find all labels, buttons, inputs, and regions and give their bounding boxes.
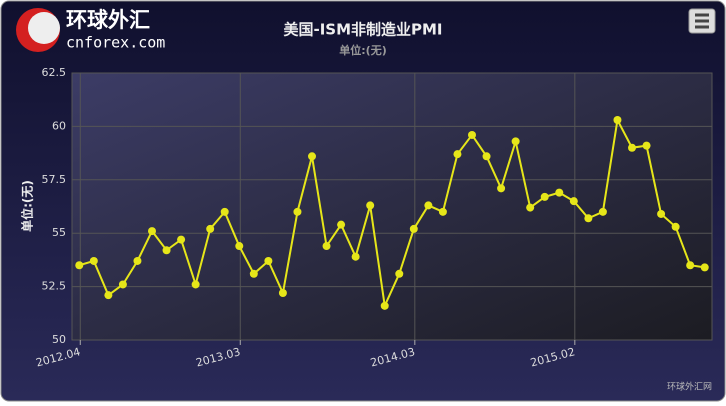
plot-area	[71, 72, 713, 341]
data-point	[569, 197, 578, 206]
credits: 环球外汇网	[667, 381, 712, 393]
data-point	[162, 246, 171, 255]
data-point	[177, 235, 186, 244]
data-point	[598, 207, 607, 216]
data-point	[613, 115, 622, 124]
data-point	[322, 242, 331, 251]
y-tick-label: 52.5	[42, 280, 67, 293]
y-tick-label: 50	[52, 333, 66, 346]
data-point	[220, 207, 229, 216]
data-point	[438, 207, 447, 216]
data-point	[497, 184, 506, 193]
data-point	[628, 143, 636, 152]
data-point	[351, 252, 360, 261]
data-point	[671, 222, 680, 231]
data-point	[584, 214, 593, 223]
data-point	[642, 141, 651, 150]
data-point	[540, 192, 549, 201]
logo-name: 环球外汇	[66, 8, 150, 32]
logo-icon	[28, 12, 60, 44]
data-point	[395, 269, 404, 278]
data-point	[511, 137, 520, 146]
data-point	[337, 220, 346, 229]
logo-site: cnforex.com	[66, 34, 165, 52]
data-point	[526, 203, 535, 212]
data-point	[409, 224, 418, 233]
data-point	[555, 188, 564, 197]
chart-title: 美国-ISM非制造业PMI	[283, 21, 442, 39]
data-point	[380, 301, 389, 310]
y-tick-label: 60	[52, 119, 66, 132]
y-tick-label: 55	[52, 226, 66, 239]
data-point	[308, 152, 316, 161]
data-point	[468, 130, 476, 139]
data-point	[235, 242, 244, 251]
data-point	[278, 289, 287, 298]
chart-subtitle: 单位:(无)	[339, 43, 386, 57]
data-point	[686, 261, 695, 270]
data-point	[118, 280, 127, 289]
data-point	[133, 256, 142, 265]
data-point	[657, 209, 666, 218]
y-tick-label: 62.5	[42, 66, 67, 79]
y-axis-title: 单位:(无)	[20, 180, 35, 232]
y-tick-label: 57.5	[42, 173, 67, 186]
data-point	[148, 227, 156, 236]
data-point	[104, 291, 113, 300]
data-point	[75, 261, 84, 270]
menu-button[interactable]	[688, 8, 716, 34]
data-point	[424, 201, 433, 210]
data-point	[366, 201, 375, 210]
data-point	[453, 150, 462, 159]
data-point	[264, 256, 273, 265]
data-point	[249, 269, 258, 278]
data-point	[206, 224, 215, 233]
menu-icon	[695, 13, 709, 29]
logo: 环球外汇 cnforex.com	[16, 8, 165, 52]
data-point	[293, 207, 302, 216]
data-point	[191, 280, 200, 289]
data-point	[482, 152, 491, 161]
data-point	[700, 263, 709, 272]
data-point	[89, 256, 98, 265]
